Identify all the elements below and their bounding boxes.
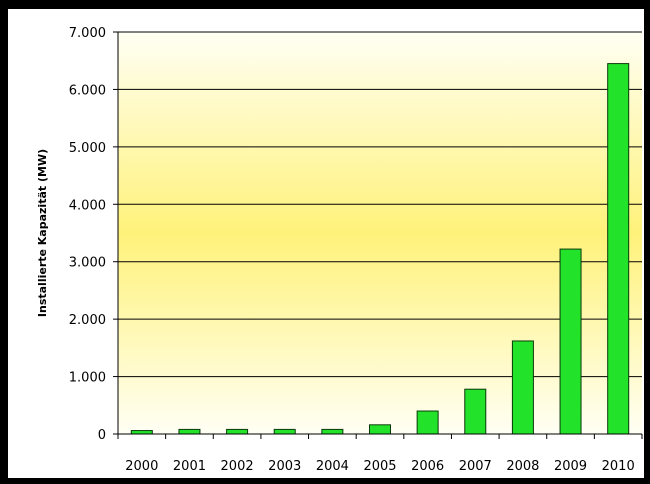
bar-2000 xyxy=(130,430,153,435)
y-axis-label: Installierte Kapazität (MW) xyxy=(36,149,49,317)
bar-2005 xyxy=(369,424,391,435)
y-tick-label: 3.000 xyxy=(69,256,106,271)
y-tick-label: 7.000 xyxy=(69,26,106,41)
x-tick-label: 2004 xyxy=(316,459,349,474)
y-tick-label: 0 xyxy=(98,428,106,443)
bar-2006 xyxy=(416,410,439,435)
bar-2001 xyxy=(178,428,201,435)
bar-2010 xyxy=(607,63,630,435)
bar-2003 xyxy=(273,428,296,435)
x-tick-label: 2005 xyxy=(363,459,396,474)
x-tick-labels: 2000 2001 2002 2003 2004 2005 2006 2007 2008 2009… xyxy=(117,434,643,474)
x-tick-label: 2007 xyxy=(459,459,492,474)
x-tick-label: 2006 xyxy=(411,459,444,474)
bar-2002 xyxy=(226,428,249,435)
axes xyxy=(117,32,642,435)
x-tick-label: 2008 xyxy=(506,459,539,474)
x-tick-label: 2003 xyxy=(268,459,301,474)
bars xyxy=(130,63,630,435)
y-tick-label: 2.000 xyxy=(69,313,106,328)
y-tick-label: 6.000 xyxy=(69,83,106,98)
bar-2009 xyxy=(559,248,582,435)
plot-area xyxy=(118,32,642,434)
y-tick-label: 4.000 xyxy=(69,198,106,213)
x-tick-label: 2009 xyxy=(554,459,587,474)
x-tick-label: 2000 xyxy=(125,459,158,474)
x-tick-label: 2001 xyxy=(173,459,206,474)
y-tick-label: 1.000 xyxy=(69,371,106,386)
y-tick-labels: 0 1.000 2.000 3.000 4.000 5.000 6.000 7.000 xyxy=(69,26,118,443)
x-tick-label: 2010 xyxy=(602,459,635,474)
y-tick-label: 5.000 xyxy=(69,141,106,156)
gridlines xyxy=(118,31,642,378)
x-tick-label: 2002 xyxy=(221,459,254,474)
bar-2008 xyxy=(511,340,534,435)
bar-2004 xyxy=(321,428,344,435)
bar-2007 xyxy=(464,388,487,435)
